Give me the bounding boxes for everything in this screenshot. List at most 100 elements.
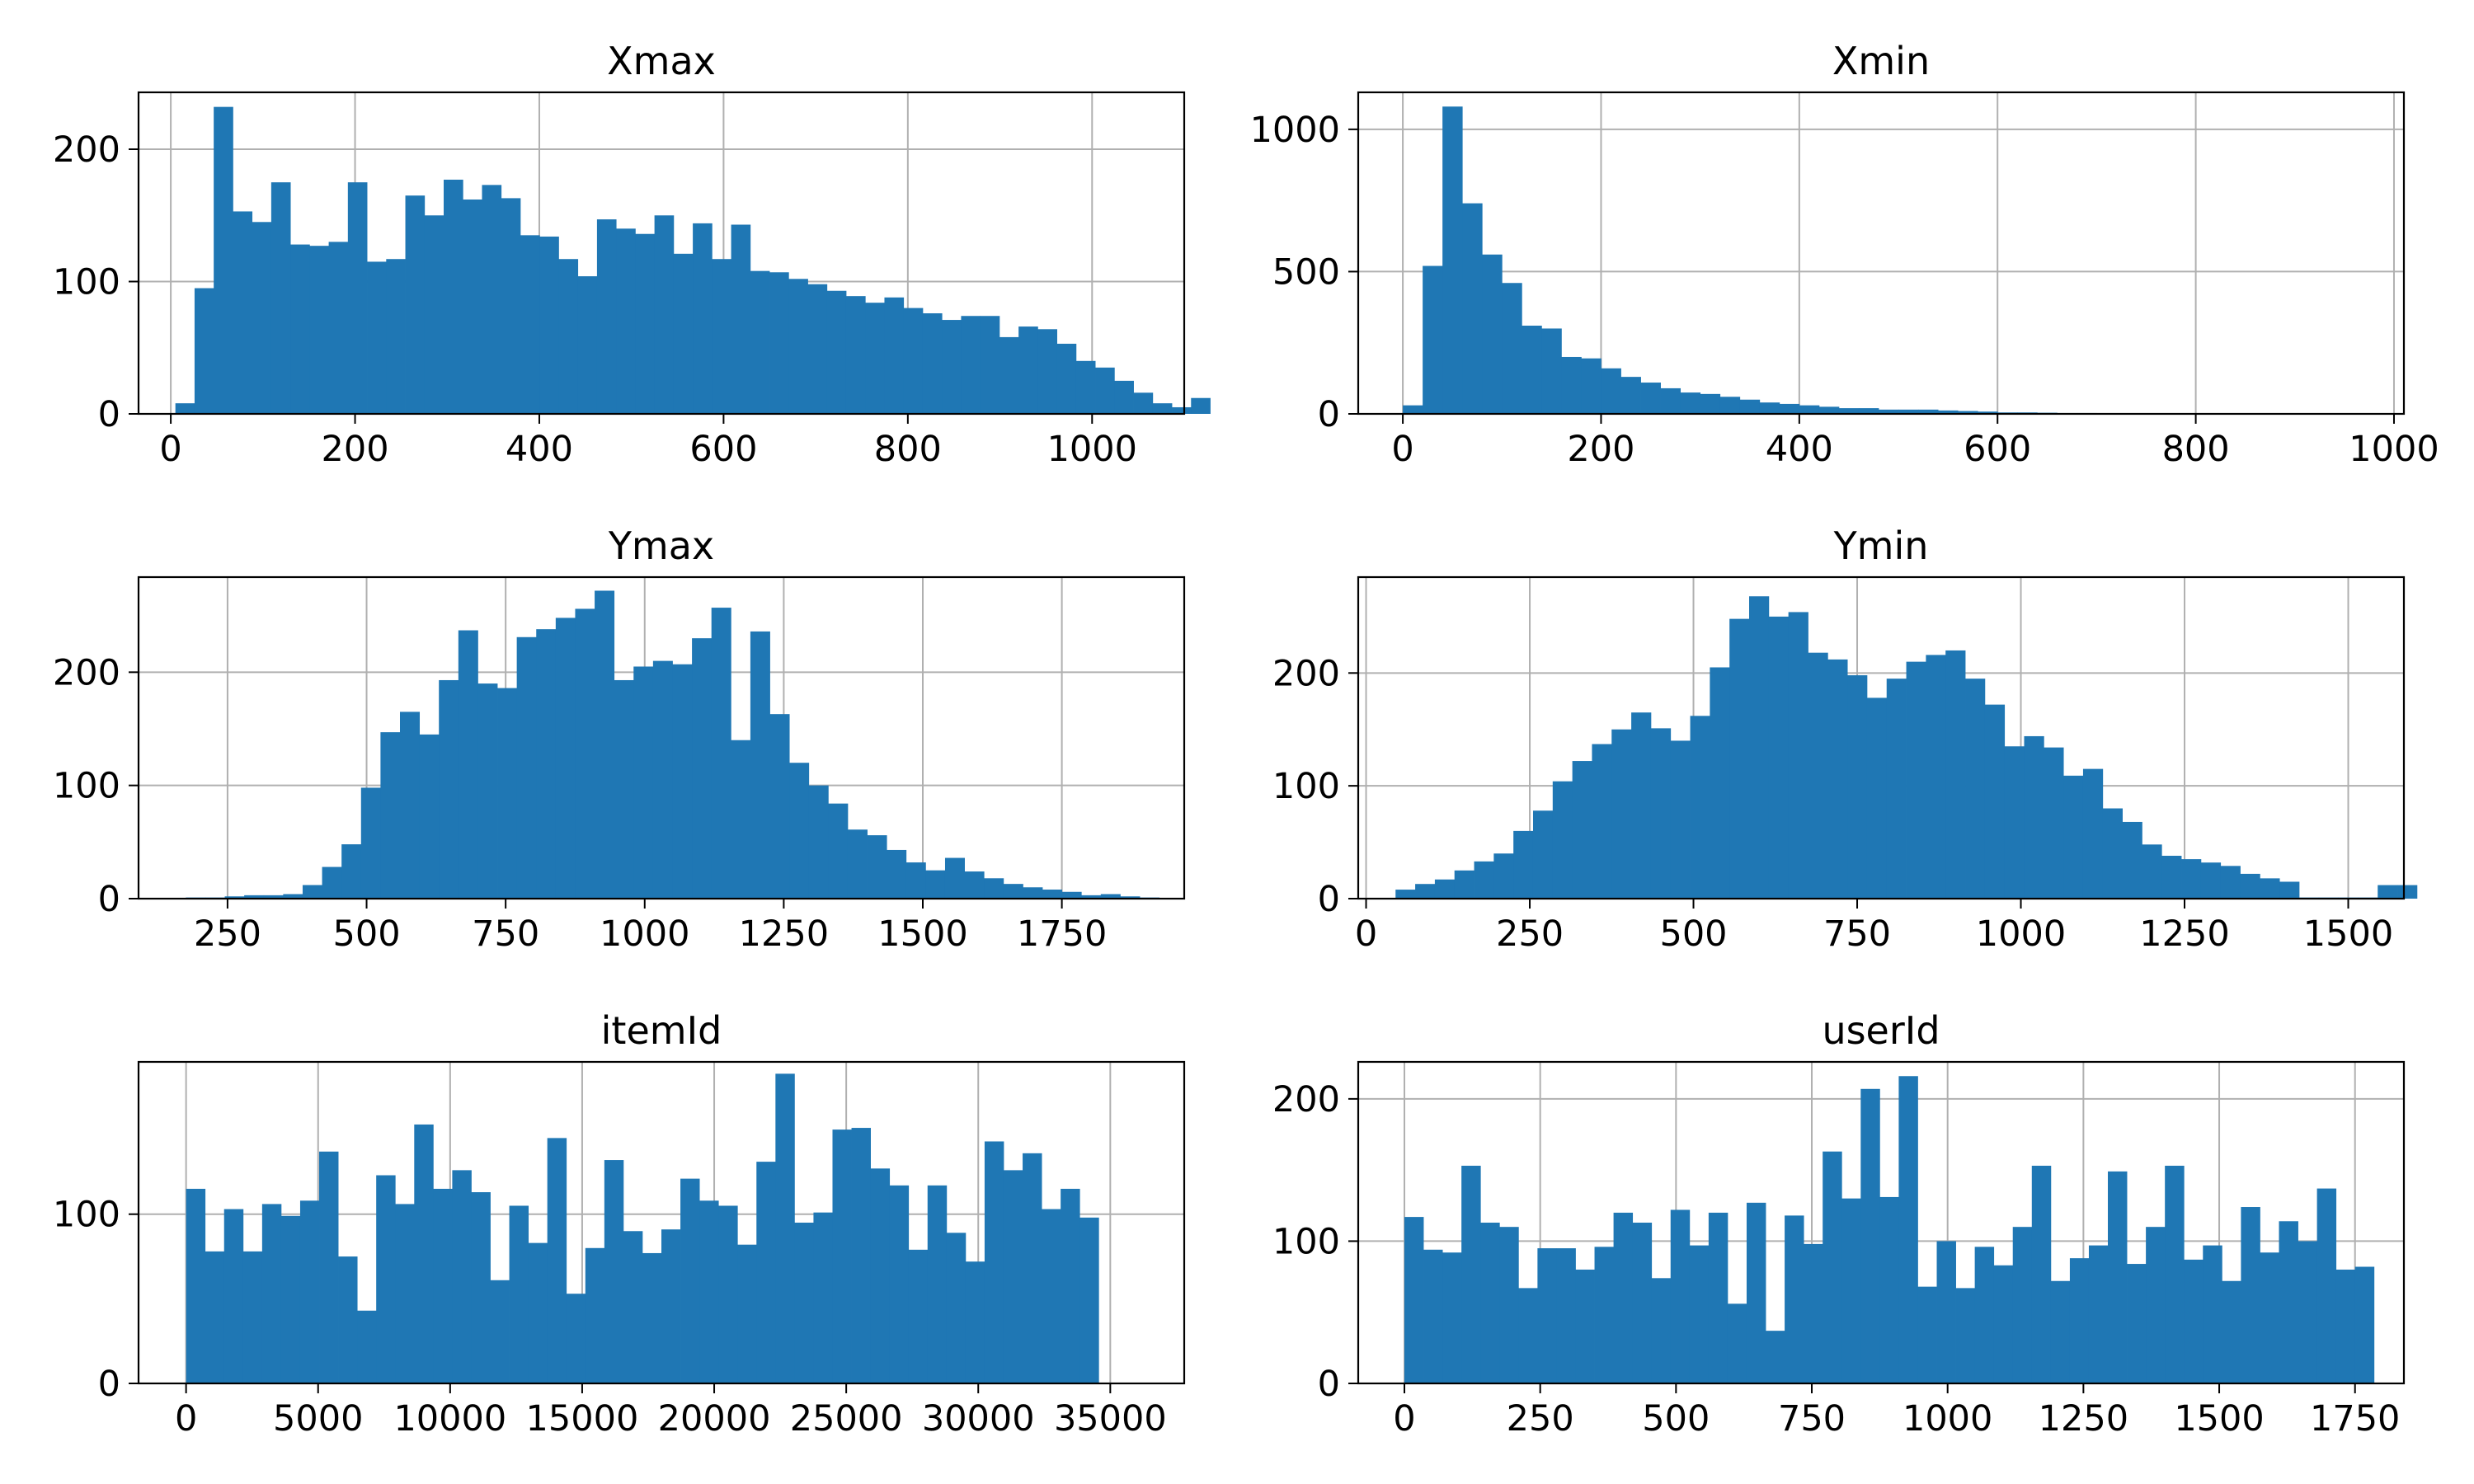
ymax-xtick-label: 1750 [1017, 913, 1107, 955]
userid-bar [2241, 1207, 2260, 1383]
userid-bar [2260, 1252, 2279, 1383]
xmin-bar [1601, 368, 1621, 414]
itemid-xtick-label: 30000 [922, 1398, 1035, 1439]
userid-bar [2354, 1266, 2375, 1383]
ymin-ytick-label: 100 [1272, 766, 1340, 807]
userid-xtick-label: 0 [1393, 1398, 1415, 1439]
itemid-bar [737, 1244, 757, 1383]
userid-bar [1898, 1076, 1918, 1383]
xmax-bar [558, 259, 579, 414]
ymin-bar [2004, 746, 2025, 899]
ymax-xtick-label: 750 [472, 913, 539, 955]
userid-bar [1499, 1227, 1519, 1383]
xmax-bar [922, 313, 943, 414]
itemid-xtick-label: 5000 [273, 1398, 363, 1439]
ymax-bar [944, 857, 965, 899]
itemid-bar [908, 1249, 929, 1383]
userid-bar [1804, 1243, 1823, 1383]
xmax-bar [463, 200, 482, 414]
xmax-title: Xmax [607, 39, 716, 83]
ymin-xtick-label: 1500 [2303, 913, 2393, 955]
itemid-bar [623, 1231, 643, 1383]
ymin-bar [2279, 881, 2300, 899]
xmax-bar [826, 290, 847, 414]
ymin-bar [2220, 866, 2241, 899]
userid-bar [1917, 1286, 1937, 1383]
ymax-bar [847, 829, 868, 899]
xmin-bar [1978, 411, 1998, 414]
xmax-bar [367, 261, 387, 414]
xmin-bar [1541, 328, 1562, 414]
xmin-bar [1898, 409, 1919, 414]
userid-bar [1993, 1265, 2014, 1383]
userid-bar [1461, 1165, 1481, 1383]
xmax-ytick-label: 100 [53, 262, 120, 303]
userid-bar [1537, 1248, 1557, 1383]
xmin-bar [1958, 411, 1978, 414]
ymin-bar [2122, 821, 2142, 899]
ymin-bar [1532, 810, 1554, 899]
ymax-bar [224, 896, 245, 899]
itemid-bar [851, 1128, 871, 1383]
xmin-bar [1779, 403, 1800, 414]
xmin-bar [1502, 283, 1522, 414]
xmax-xtick-label: 1000 [1047, 429, 1137, 470]
xmax-bar [539, 236, 559, 414]
panel-userid: 0 250 500 750 1000 1250 1500 1750 0 100 200 userId [1272, 1008, 2406, 1439]
itemid-bar [642, 1252, 662, 1383]
xmax-bar [769, 272, 789, 414]
userid-bar [1442, 1252, 1462, 1383]
userid-bar [1974, 1247, 1995, 1383]
ymin-bar [1749, 596, 1770, 899]
ymax-xtick-label: 500 [332, 913, 400, 955]
ymin-bar [1513, 830, 1534, 899]
ymin-bar [2024, 735, 2044, 899]
userid-bar [1689, 1245, 1710, 1383]
xmin-ytick-label: 0 [1318, 394, 1340, 435]
ymax-bar [614, 679, 634, 899]
xmin-title: Xmin [1832, 39, 1930, 83]
ymin-bar [1552, 781, 1573, 899]
userid-bar [2298, 1241, 2318, 1383]
ymax-bar [887, 849, 907, 899]
ymax-xtick-label: 1500 [877, 913, 967, 955]
userid-bar [1936, 1241, 1956, 1383]
xmax-bar [1075, 360, 1096, 414]
ymin-bar [2240, 873, 2260, 899]
userid-bar [1746, 1202, 1766, 1383]
itemid-bar [205, 1251, 225, 1383]
ymin-bar [1788, 612, 1808, 899]
xmax-ytick-label: 200 [53, 129, 120, 171]
itemid-bar [984, 1141, 1004, 1383]
xmax-bar [501, 198, 521, 414]
itemid-bar [794, 1223, 814, 1383]
userid-bar [1518, 1288, 1538, 1383]
ymin-xtick-label: 1000 [1976, 913, 2066, 955]
userid-bar [1480, 1223, 1500, 1383]
ymax-bar [808, 785, 829, 899]
userid-bar [1879, 1196, 1899, 1383]
ymin-bar [1434, 879, 1456, 899]
itemid-bar [261, 1204, 282, 1383]
userid-bar [1594, 1247, 1614, 1383]
ymin-bar [1572, 761, 1592, 899]
xmax-bar [482, 185, 502, 414]
ymax-bar [575, 608, 595, 899]
xmax-bar [1114, 380, 1134, 414]
ymax-bar [964, 871, 985, 899]
ymax-bar [711, 608, 731, 899]
xmin-bar [1858, 408, 1879, 414]
xmax-bar [731, 224, 751, 414]
userid-bar [2222, 1280, 2241, 1383]
ymin-bar [1474, 861, 1494, 899]
xmax-bar [654, 215, 675, 414]
userid-bar [1766, 1331, 1785, 1383]
ymin-bar [1945, 650, 1966, 899]
xmin-bar [1838, 408, 1860, 414]
userid-xtick-label: 1500 [2174, 1398, 2264, 1439]
userid-bar [2108, 1171, 2128, 1383]
userid-axes-frame [1357, 1060, 2406, 1385]
panel-ymin: 0 250 500 750 1000 1250 1500 0 100 200 Ymin [1272, 524, 2418, 955]
xmax-bar [884, 297, 905, 414]
xmin-bar [1522, 326, 1542, 414]
